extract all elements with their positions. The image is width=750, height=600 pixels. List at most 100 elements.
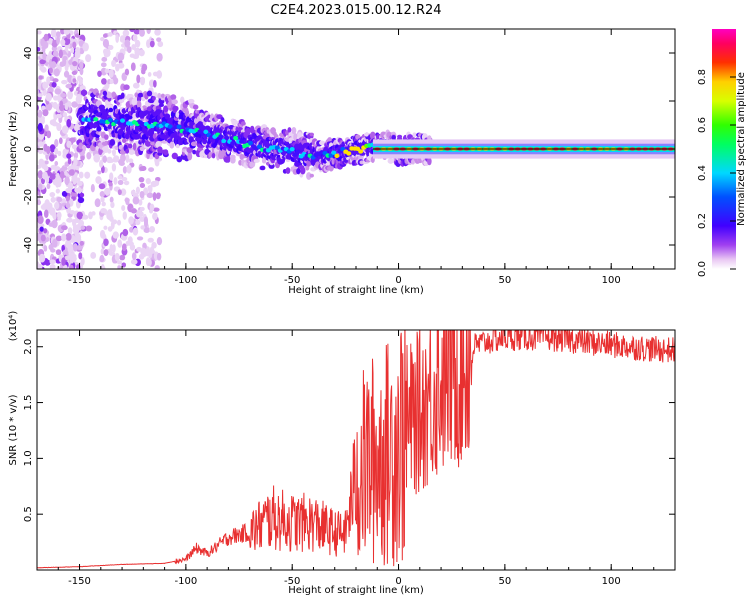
- heatmap-cell: [118, 99, 125, 103]
- heatmap-cell: [76, 211, 84, 220]
- heatmap-cell: [82, 89, 86, 97]
- heatmap-cell: [64, 102, 69, 111]
- heatmap-cell: [136, 100, 142, 109]
- heatmap-cell: [125, 198, 130, 206]
- heatmap-cell: [138, 199, 143, 206]
- heatmap-cell: [138, 49, 145, 57]
- heatmap-cell: [152, 212, 158, 221]
- heatmap-panel: -150 -100 -50 0 50 100 -40 -20 0 20 40 Height of …: [8, 28, 676, 296]
- heatmap-cell: [218, 134, 224, 139]
- heatmap-cell: [61, 257, 66, 266]
- heatmap-cell: [100, 62, 107, 68]
- heatmap-cell: [119, 118, 125, 123]
- heatmap-cell: [163, 105, 169, 113]
- heatmap-cell: [139, 76, 146, 86]
- heatmap-cell: [65, 83, 73, 89]
- heatmap-cell: [65, 202, 71, 209]
- heatmap-cell: [259, 165, 266, 171]
- heatmap-cell: [167, 124, 173, 129]
- snr-x-tick-label: 0: [395, 576, 401, 587]
- colorbar-tick-label: 0.6: [697, 117, 708, 133]
- heatmap-cell: [60, 93, 67, 98]
- heatmap-cell: [146, 192, 154, 199]
- heatmap-cell: [116, 260, 123, 265]
- heatmap-cell: [85, 225, 93, 232]
- heatmap-cell: [55, 113, 62, 119]
- heatmap-cell: [397, 134, 403, 139]
- heatmap-cell: [126, 46, 132, 54]
- heatmap-cell: [174, 105, 179, 112]
- heatmap-cell: [38, 75, 43, 80]
- heatmap-cell: [71, 144, 76, 150]
- heatmap-cell: [101, 146, 108, 151]
- heatmap-cell: [115, 33, 120, 43]
- heatmap-cell: [62, 55, 68, 61]
- snr-y-tick-label: 0.5: [23, 506, 34, 522]
- heatmap-cell: [208, 151, 213, 158]
- heatmap-cell: [65, 195, 71, 203]
- heatmap-y-tick-label: 0: [23, 146, 34, 152]
- heatmap-cell: [146, 90, 153, 97]
- heatmap-y-tick-label: 20: [23, 95, 34, 108]
- heatmap-cell: [292, 152, 298, 157]
- heatmap-cell: [139, 182, 146, 189]
- heatmap-cell: [157, 151, 163, 156]
- snr-x-tick-label: 100: [602, 576, 621, 587]
- heatmap-cell: [226, 155, 231, 163]
- heatmap-cell: [98, 183, 106, 190]
- heatmap-cell: [295, 149, 301, 154]
- heatmap-cell: [43, 165, 49, 172]
- heatmap-cell: [296, 168, 301, 175]
- heatmap-cell: [39, 59, 46, 65]
- heatmap-cell: [44, 124, 49, 132]
- heatmap-cell: [146, 29, 151, 35]
- heatmap-cell: [109, 172, 114, 181]
- heatmap-cell: [67, 227, 73, 235]
- heatmap-cell: [67, 244, 74, 254]
- heatmap-cell: [289, 146, 295, 152]
- heatmap-cell: [328, 153, 334, 158]
- heatmap-cell: [192, 149, 197, 155]
- heatmap-cell: [78, 252, 83, 260]
- heatmap-cell: [37, 93, 43, 98]
- heatmap-x-axis-label: Height of straight line (km): [288, 285, 424, 296]
- heatmap-cell: [117, 189, 122, 196]
- heatmap-cell: [38, 158, 45, 167]
- heatmap-cell: [112, 231, 119, 239]
- heatmap-cell: [66, 153, 72, 159]
- heatmap-cell: [103, 48, 109, 55]
- heatmap-y-ticks: -40 -20 0 20 40: [23, 47, 675, 253]
- heatmap-cell: [120, 92, 125, 99]
- heatmap-cell: [79, 192, 85, 198]
- heatmap-cell: [143, 227, 150, 234]
- heatmap-cell: [107, 226, 113, 232]
- heatmap-cell: [98, 159, 104, 168]
- snr-plot-area: [37, 330, 675, 570]
- heatmap-cell: [220, 117, 225, 123]
- snr-series-line: [37, 330, 675, 569]
- heatmap-cell: [164, 113, 171, 120]
- heatmap-cell: [93, 117, 99, 122]
- heatmap-cell: [121, 138, 127, 144]
- heatmap-cell: [69, 38, 75, 43]
- heatmap-cell: [84, 171, 91, 179]
- heatmap-cell: [154, 265, 160, 269]
- heatmap-cell: [55, 249, 62, 256]
- heatmap-cell: [72, 41, 77, 49]
- colorbar-label: Normalized spectral amplitude: [736, 72, 747, 226]
- heatmap-cell: [143, 187, 149, 196]
- heatmap-cell: [114, 252, 120, 262]
- heatmap-cell: [67, 74, 73, 84]
- heatmap-cell: [43, 228, 48, 234]
- heatmap-cell: [72, 78, 77, 83]
- heatmap-cell: [43, 143, 48, 152]
- heatmap-cell: [132, 34, 138, 42]
- heatmap-cell: [104, 140, 109, 146]
- heatmap-cell: [54, 139, 59, 148]
- heatmap-x-ticks: -150 -100 -50 0 50 100: [36, 29, 676, 286]
- heatmap-cell: [147, 259, 152, 267]
- heatmap-cell: [49, 259, 56, 264]
- heatmap-cell: [128, 149, 135, 155]
- heatmap-cell: [297, 131, 303, 139]
- snr-panel: -150 -100 -50 0 50 100 0.5 1.0 1.5 2.0 Height of…: [8, 311, 676, 596]
